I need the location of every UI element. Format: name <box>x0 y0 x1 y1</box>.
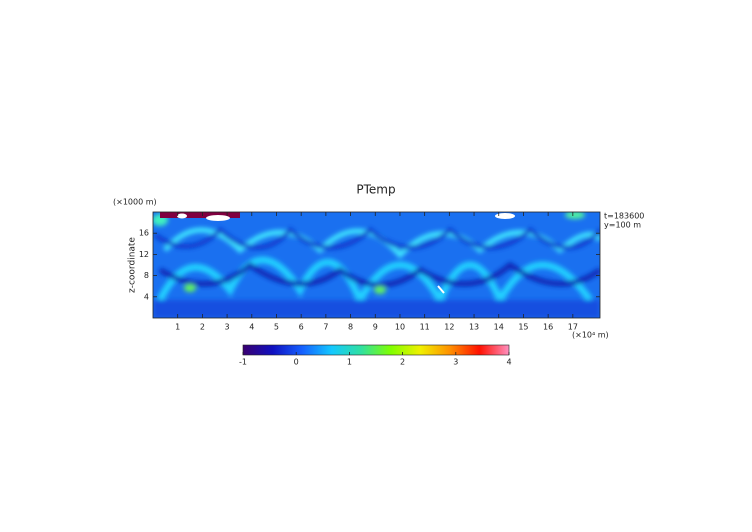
y-axis-label: z-coordinate <box>128 237 138 293</box>
x-tick-label: 14 <box>494 323 504 332</box>
field <box>153 212 600 318</box>
y-unit: (×1000 m) <box>113 198 157 207</box>
colorbar-tick-label: 2 <box>400 358 405 367</box>
x-tick-label: 13 <box>469 323 479 332</box>
colorbar-tick-label: 4 <box>506 358 511 367</box>
colorbar <box>242 344 510 356</box>
x-tick-label: 3 <box>225 323 230 332</box>
y-tick-label: 8 <box>144 271 149 280</box>
x-tick-label: 2 <box>200 323 205 332</box>
x-tick-label: 8 <box>348 323 353 332</box>
x-tick-label: 10 <box>395 323 405 332</box>
x-tick-label: 4 <box>249 323 254 332</box>
x-tick-label: 15 <box>518 323 528 332</box>
annotation: y=100 m <box>604 221 641 230</box>
x-tick-label: 5 <box>274 323 279 332</box>
x-tick-label: 6 <box>299 323 304 332</box>
colorbar-tick-label: 1 <box>347 358 352 367</box>
x-tick-label: 16 <box>543 323 553 332</box>
plot-frame <box>152 211 601 319</box>
annotation: t=183600 <box>604 212 644 221</box>
x-tick-label: 11 <box>420 323 430 332</box>
colorbar-tick-label: 3 <box>453 358 458 367</box>
y-tick-label: 16 <box>139 229 149 238</box>
y-tick-label: 12 <box>139 250 149 259</box>
x-tick-label: 12 <box>444 323 454 332</box>
y-tick-label: 4 <box>144 292 149 301</box>
colorbar-tick-label: -1 <box>239 358 247 367</box>
colorbar-tick-label: 0 <box>294 358 299 367</box>
x-tick-label: 7 <box>323 323 328 332</box>
x-tick-label: 17 <box>568 323 578 332</box>
x-tick-label: 9 <box>373 323 378 332</box>
x-tick-label: 1 <box>175 323 180 332</box>
chart-title: PTemp <box>356 183 395 197</box>
x-unit: (×10⁴ m) <box>572 331 609 340</box>
